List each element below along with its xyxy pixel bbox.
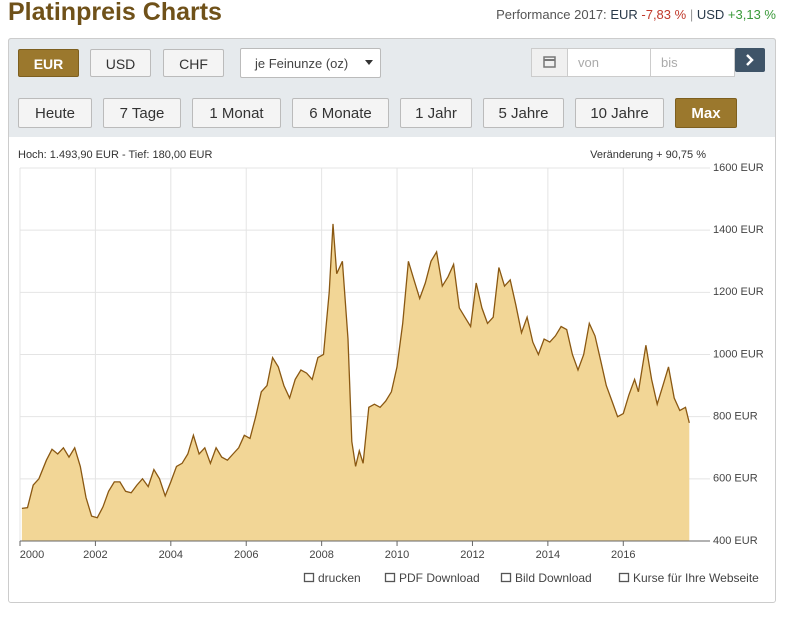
x-tick-label: 2014 — [536, 549, 560, 561]
area-fill — [21, 223, 690, 541]
x-tick-label: 2002 — [83, 549, 107, 561]
eur-label: EUR — [610, 7, 638, 22]
y-tick-label: 800 EUR — [713, 411, 758, 423]
usd-label: USD — [696, 7, 725, 22]
performance: Performance 2017: EUR -7,83 % | USD +3,1… — [496, 7, 776, 22]
x-tick-label: 2006 — [234, 549, 258, 561]
y-tick-label: 600 EUR — [713, 473, 758, 485]
eur-change: -7,83 % — [641, 7, 687, 22]
unit-select[interactable]: je Feinunze (oz) — [240, 48, 381, 78]
link-icon — [500, 572, 512, 583]
link-icon — [384, 572, 396, 583]
link-text: Bild Download — [515, 571, 592, 585]
y-tick-label: 400 EUR — [713, 535, 758, 547]
select-caret — [365, 60, 373, 65]
unit-select-text: je Feinunze (oz) — [255, 56, 349, 71]
range-button[interactable]: Heute — [18, 98, 92, 128]
currency-button[interactable]: USD — [90, 49, 151, 77]
link-text: drucken — [318, 571, 361, 585]
page-title: Platinpreis Charts — [8, 0, 222, 26]
range-button[interactable]: 10 Jahre — [575, 98, 664, 128]
link-icon — [303, 572, 315, 583]
x-tick-label: 2016 — [611, 549, 635, 561]
usd-change: +3,13 % — [727, 7, 776, 22]
range-button[interactable]: 7 Tage — [103, 98, 181, 128]
range-button[interactable]: Max — [675, 98, 737, 128]
high-low: Hoch: 1.493,90 EUR - Tief: 180,00 EUR — [18, 149, 213, 161]
y-tick-label: 1200 EUR — [713, 286, 764, 298]
footer-link[interactable]: Kurse für Ihre Webseite — [618, 570, 759, 586]
calendar-button[interactable] — [531, 48, 568, 77]
range-button[interactable]: 1 Jahr — [400, 98, 472, 128]
link-icon — [618, 572, 630, 583]
x-tick-label: 2008 — [309, 549, 333, 561]
from-placeholder: von — [578, 55, 599, 70]
link-text: Kurse für Ihre Webseite — [633, 571, 759, 585]
calendar-icon — [543, 56, 556, 68]
footer-link[interactable]: Bild Download — [500, 570, 592, 586]
range-button[interactable]: 5 Jahre — [483, 98, 564, 128]
footer-link[interactable]: PDF Download — [384, 570, 480, 586]
price-line — [21, 223, 690, 519]
y-tick-label: 1600 EUR — [713, 162, 764, 174]
footer-link[interactable]: drucken — [303, 570, 361, 586]
currency-button[interactable]: CHF — [163, 49, 224, 77]
to-input[interactable]: bis — [650, 48, 735, 77]
panel — [8, 38, 776, 603]
x-tick-label: 2000 — [20, 549, 44, 561]
currency-button[interactable]: EUR — [18, 49, 79, 77]
separator: | — [689, 7, 694, 22]
change: Veränderung + 90,75 % — [590, 149, 706, 161]
arrow-icon — [746, 54, 754, 66]
y-tick-label: 1000 EUR — [713, 348, 764, 360]
link-text: PDF Download — [399, 571, 480, 585]
x-tick-label: 2012 — [460, 549, 484, 561]
to-placeholder: bis — [661, 55, 678, 70]
range-button[interactable]: 1 Monat — [192, 98, 281, 128]
performance-label: Performance 2017: — [496, 7, 607, 22]
range-button[interactable]: 6 Monate — [292, 98, 389, 128]
submit-button[interactable] — [735, 48, 765, 72]
y-tick-label: 1400 EUR — [713, 224, 764, 236]
x-tick-label: 2004 — [159, 549, 183, 561]
x-tick-label: 2010 — [385, 549, 409, 561]
from-input[interactable]: von — [567, 48, 651, 77]
